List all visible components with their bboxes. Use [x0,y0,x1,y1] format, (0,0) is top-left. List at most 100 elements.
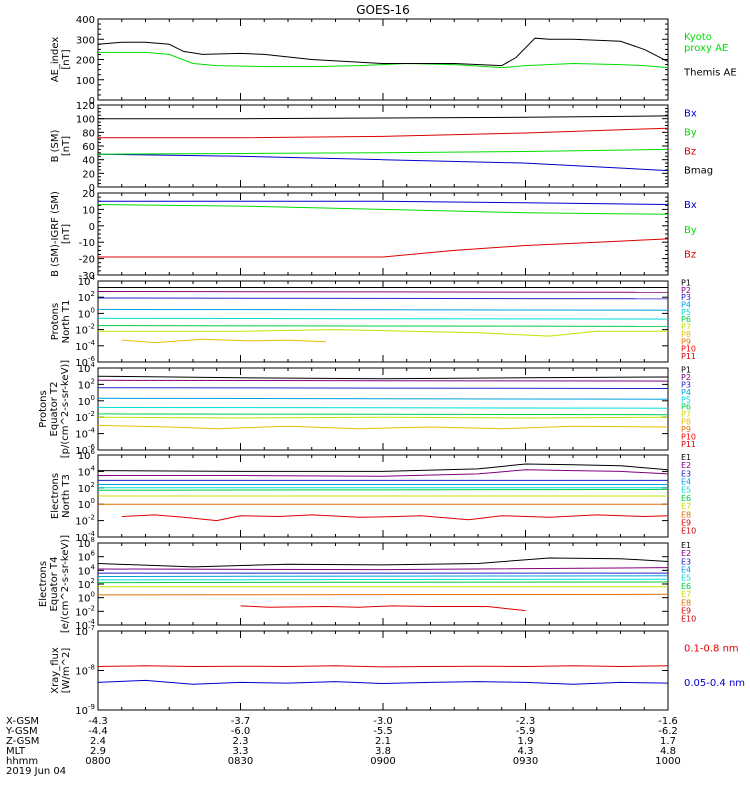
series-line-p4 [98,397,668,400]
y-tick-label: 300 [76,35,95,46]
x-axis-value: -6.2 [658,726,678,737]
y-tick-label: 10 [82,205,95,216]
panel-4: 10-6 10-4 10-2 100 102 104 Protons North T1 P1P2… [50,274,696,369]
legend-entry: E1 [681,541,691,550]
x-axis-value: -5.5 [373,726,393,737]
x-axis-value: 0830 [228,756,253,767]
y-tick-label: 100 [76,115,95,126]
y-axis-label: [e/(cm^2-s-sr-keV)] [60,535,71,633]
x-axis-value: 2.3 [233,736,249,747]
legend-entry: E10 [681,615,696,624]
y-axis-label: [nT] [61,224,72,244]
legend-entry: P5 [681,308,691,317]
series-line-kyoto-proxy-ae [98,51,668,69]
y-tick-label: 0 [89,96,95,107]
y-tick-label: 100 [78,497,95,511]
plot-title: GOES-16 [356,3,410,17]
panel-frame [97,630,669,711]
panel-2: 0 20 40 60 80 100 120 B (SM) [nT] Bx By Bz Bmag [50,101,713,194]
legend-entry: P1 [681,278,691,287]
series-line-p6 [98,413,668,416]
legend-entry: Bz [684,250,696,261]
y-tick-label: 100 [78,591,95,605]
legend-entry: E4 [681,478,691,487]
series-line-p3 [98,297,668,300]
y-axis-label: Xray_flux [50,647,61,694]
series-line-bx [98,200,668,205]
y-tick-label: 102 [78,290,95,304]
y-tick-label: 120 [76,101,95,112]
y-tick-label: 10-8 [75,664,95,678]
legend-entry: proxy AE [684,43,728,54]
x-axis-value: 0800 [85,756,110,767]
legend-entry: E8 [681,510,691,519]
legend-entry: P11 [681,440,696,449]
legend-entry: 0.1-0.8 nm [684,644,739,655]
y-axis-label: [W/m^2] [61,648,72,694]
legend-entry: P6 [681,403,691,412]
series-line-p5 [98,406,668,409]
legend-entry: E7 [681,502,691,511]
x-axis-value: -2.3 [516,716,536,727]
y-axis-label: [nT] [61,49,72,69]
x-axis-value: 3.8 [375,746,391,757]
y-tick-label: 102 [78,577,95,591]
y-tick-label: 80 [82,128,95,139]
y-axis-label: Protons [38,390,49,427]
legend-entry: Bx [684,108,697,119]
legend-entry: P2 [681,286,691,295]
y-tick-label: 10-2 [75,323,95,337]
series-line-themis-ae [98,37,668,67]
y-axis-label: [nT] [61,136,72,156]
y-tick-label: 20 [82,169,95,180]
series-line-p2 [98,379,668,382]
y-tick-label: 108 [78,536,95,550]
legend-entry: By [684,225,697,236]
y-tick-label: 102 [78,377,95,391]
panel-3: -30 -20 -10 0 10 20 B (SM)-IGRF (SM) [nT] Bx By Bz [50,189,697,282]
y-axis-label: [p/(cm^2-s-sr-keV)] [60,360,71,459]
y-tick-label: 104 [78,464,96,478]
y-axis-label: North T3 [61,474,72,518]
x-axis-row-label: Z-GSM [6,736,39,747]
legend-entry: P1 [681,365,691,374]
y-tick-label: 40 [82,156,95,167]
x-axis-value: -4.3 [88,716,108,727]
legend-entry: By [684,128,697,139]
legend-entry: P2 [681,373,691,382]
legend-entry: P8 [681,418,691,427]
series-line-e4 [98,575,668,577]
x-axis-value: 2.1 [375,736,391,747]
y-tick-label: 10-7 [75,624,95,638]
legend-entry: P10 [681,433,696,442]
legend-entry: E6 [681,494,691,503]
legend-entry: P10 [681,345,696,354]
legend-entry: P3 [681,293,691,302]
y-axis-label: AE_index [50,37,61,83]
y-axis-label: North T1 [61,300,72,344]
y-axis-label: Electrons [50,473,61,519]
y-axis-label: Electrons [38,561,49,607]
y-tick-label: 400 [76,15,95,26]
series-line-e8 [98,593,668,596]
legend-entry: E5 [681,574,691,583]
x-axis-value: 2.4 [90,736,106,747]
legend-entry: E8 [681,598,691,607]
legend-entry: P9 [681,425,691,434]
y-tick-label: -10 [79,238,95,249]
y-tick-label: 200 [76,56,95,67]
y-tick-label: 10-4 [75,339,95,353]
y-axis-label: B (SM) [50,129,61,162]
legend-entry: P3 [681,380,691,389]
y-tick-label: 10-6 [75,355,95,369]
y-tick-label: 10-4 [75,530,95,544]
legend-entry: E1 [681,453,691,462]
series-line-p7 [98,329,668,337]
series-line-by [98,148,668,155]
legend-entry: Kyoto [684,32,712,43]
legend-entry: Bmag [684,166,713,177]
legend-entry: P6 [681,315,691,324]
legend-entry: P4 [681,388,691,397]
